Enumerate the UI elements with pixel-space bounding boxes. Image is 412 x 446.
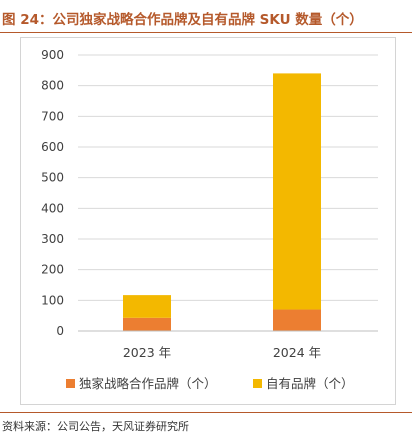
y-tick-label: 400 bbox=[41, 201, 64, 215]
bar-segment bbox=[123, 317, 171, 331]
x-axis: 2023 年 2024 年 bbox=[78, 330, 378, 360]
chart-frame bbox=[20, 37, 396, 405]
legend-label: 自有品牌（个） bbox=[266, 376, 354, 391]
legend-swatch bbox=[66, 379, 75, 388]
legend-label: 独家战略合作品牌（个） bbox=[79, 376, 217, 391]
y-tick-label: 300 bbox=[41, 232, 64, 246]
source-note: 资料来源：公司公告，天风证券研究所 bbox=[2, 420, 189, 433]
y-axis: 0 100 200 300 400 500 600 700 800 900 bbox=[41, 48, 64, 338]
y-tick-label: 800 bbox=[41, 79, 64, 93]
y-tick-label: 900 bbox=[41, 48, 64, 62]
gridlines bbox=[78, 54, 378, 301]
y-tick-label: 500 bbox=[41, 171, 64, 185]
y-tick-label: 600 bbox=[41, 140, 64, 154]
y-tick-label: 700 bbox=[41, 109, 64, 123]
figure-title: 图 24：公司独家战略合作品牌及自有品牌 SKU 数量（个） bbox=[2, 12, 363, 28]
legend-swatch bbox=[253, 379, 262, 388]
x-tick-label: 2023 年 bbox=[123, 345, 171, 360]
legend: 独家战略合作品牌（个） 自有品牌（个） bbox=[66, 376, 354, 391]
bar-segment bbox=[273, 73, 321, 310]
x-tick-label: 2024 年 bbox=[273, 345, 321, 360]
y-tick-label: 200 bbox=[41, 263, 64, 277]
source-divider bbox=[0, 412, 412, 413]
y-tick-label: 100 bbox=[41, 293, 64, 307]
bar-segment bbox=[273, 309, 321, 331]
y-tick-label: 0 bbox=[56, 324, 64, 338]
bar-group bbox=[123, 73, 321, 331]
title-divider bbox=[0, 32, 412, 33]
bar-segment bbox=[123, 295, 171, 318]
